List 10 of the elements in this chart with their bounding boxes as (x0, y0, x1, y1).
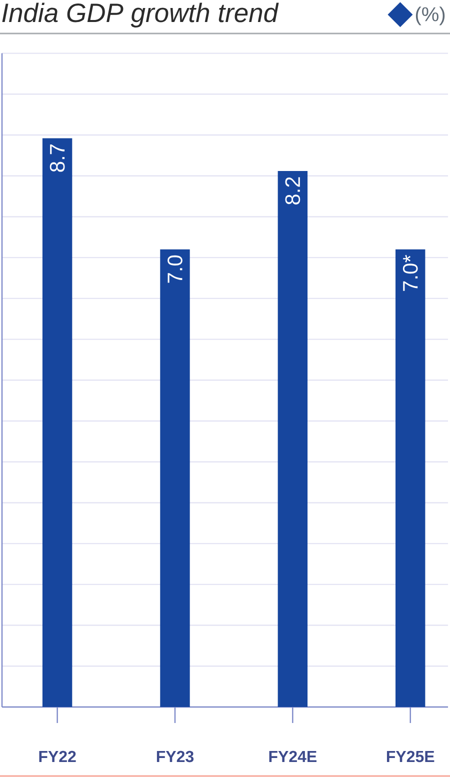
data-label: 8.7 (50, 144, 65, 172)
x-tick-label: FY23 (156, 750, 194, 762)
legend-label: (%) (416, 6, 445, 26)
data-label: 7.0* (402, 254, 418, 291)
chart-title: India GDP growth trend (2, 2, 279, 28)
data-label: 7.0 (168, 255, 182, 283)
x-tick-label: FY22 (39, 750, 76, 762)
x-tick-label: FY25E (386, 750, 434, 762)
data-label: 8.2 (285, 177, 300, 204)
x-tick-label: FY24E (269, 750, 316, 762)
